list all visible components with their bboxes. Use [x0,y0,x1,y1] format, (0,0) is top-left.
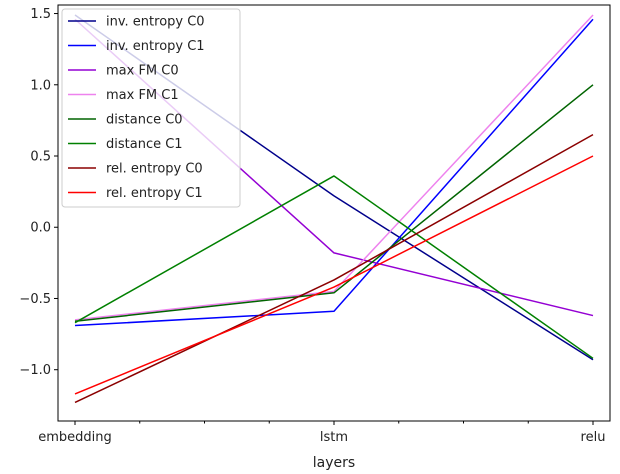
legend-label: rel. entropy C0 [106,162,203,177]
y-tick-label: −0.5 [19,292,51,307]
legend-label: inv. entropy C0 [106,15,205,30]
x-tick-label: relu [581,430,606,445]
y-tick-label: −1.0 [19,363,51,378]
series-line-inv-entropy-c1 [74,18,594,327]
series-line-distance-c0 [74,84,594,323]
legend-label: max FM C0 [106,64,179,79]
series-line-rel-entropy-c1 [74,155,594,395]
legend: inv. entropy C0 inv. entropy C1 max FM C0 m… [61,8,241,208]
legend-label: inv. entropy C1 [106,39,205,54]
y-tick-label: 1.5 [30,7,51,22]
series-line-max-fm-c1 [74,14,594,321]
legend-label: max FM C1 [106,88,179,103]
y-axis: −1.0 −0.5 0.0 0.5 1.0 1.5 [19,7,58,378]
legend-box [61,8,241,208]
legend-label: distance C1 [106,137,183,152]
y-tick-label: 0.0 [30,221,51,236]
x-tick-label: embedding [38,430,112,445]
x-axis-label: layers [313,455,355,471]
legend-label: rel. entropy C1 [106,186,203,201]
legend-label: distance C0 [106,113,183,128]
x-tick-label: lstm [320,430,348,445]
y-tick-label: 1.0 [30,78,51,93]
series-line-distance-c1 [74,175,594,359]
y-tick-label: 0.5 [30,150,51,165]
series-line-rel-entropy-c0 [74,133,594,404]
x-axis: embedding lstm relu [38,421,605,445]
